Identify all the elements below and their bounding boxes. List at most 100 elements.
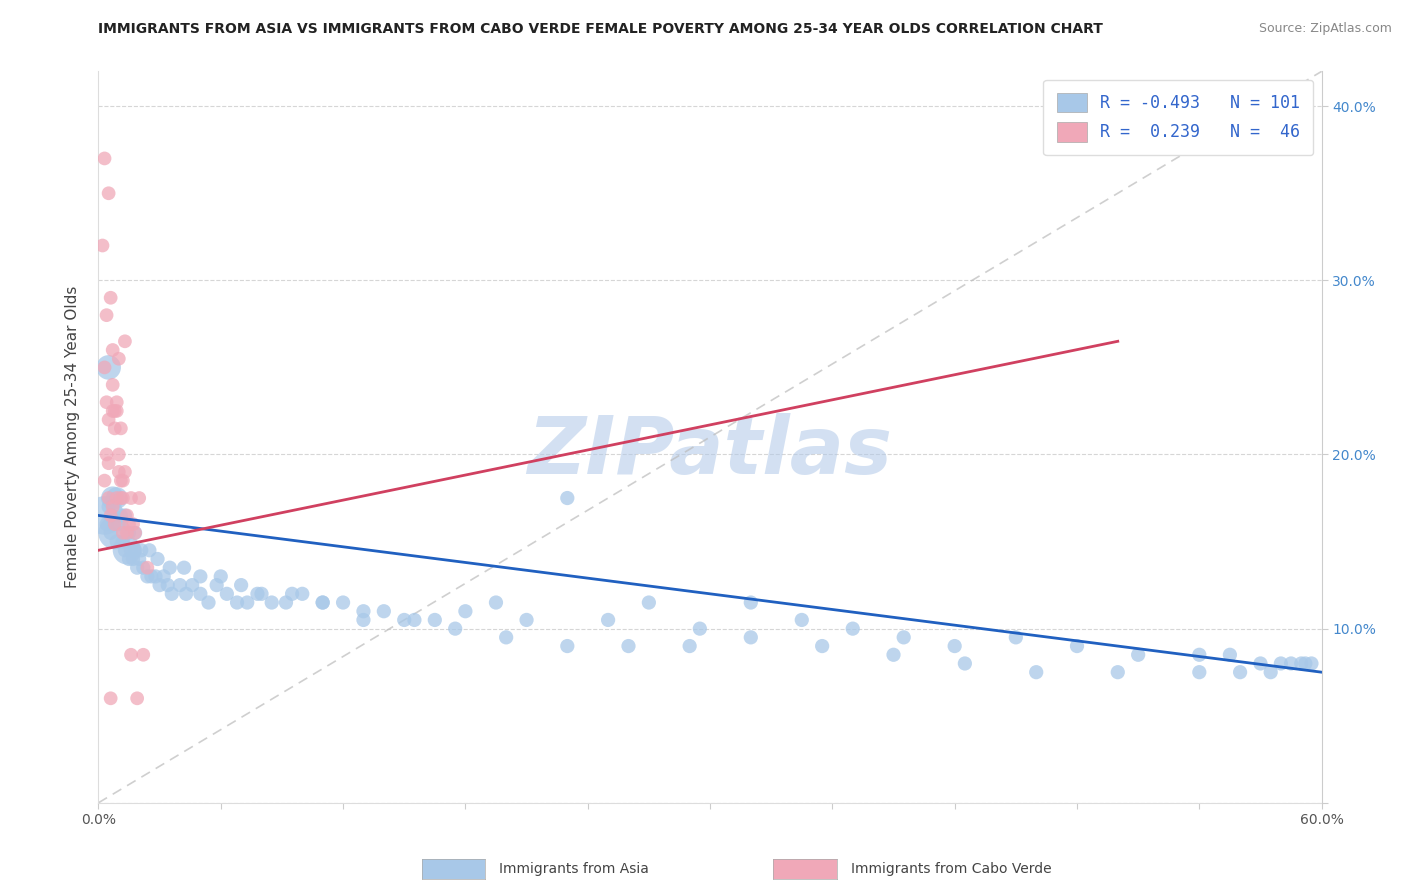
Point bbox=[169, 578, 191, 592]
Point bbox=[114, 334, 136, 349]
Point bbox=[246, 587, 269, 601]
Point bbox=[236, 595, 259, 609]
Point bbox=[1291, 657, 1313, 671]
Point bbox=[485, 595, 508, 609]
Point bbox=[128, 491, 150, 505]
Point bbox=[97, 500, 120, 514]
Point bbox=[404, 613, 426, 627]
Point bbox=[93, 474, 115, 488]
Point bbox=[127, 691, 149, 706]
Point bbox=[101, 508, 124, 523]
Point bbox=[1128, 648, 1150, 662]
Point bbox=[118, 525, 141, 540]
Text: Source: ZipAtlas.com: Source: ZipAtlas.com bbox=[1258, 22, 1392, 36]
Point bbox=[281, 587, 304, 601]
Point bbox=[111, 534, 134, 549]
Point bbox=[100, 508, 122, 523]
Point bbox=[557, 491, 579, 505]
Point bbox=[105, 395, 128, 409]
Point bbox=[97, 412, 120, 426]
Point bbox=[883, 648, 905, 662]
Point bbox=[943, 639, 966, 653]
Point bbox=[111, 474, 134, 488]
Point bbox=[173, 560, 195, 574]
Point bbox=[97, 186, 120, 201]
Point bbox=[841, 622, 863, 636]
Point bbox=[101, 377, 124, 392]
Point bbox=[598, 613, 620, 627]
Point bbox=[115, 525, 138, 540]
Y-axis label: Female Poverty Among 25-34 Year Olds: Female Poverty Among 25-34 Year Olds bbox=[65, 286, 80, 588]
Point bbox=[174, 587, 197, 601]
Point bbox=[160, 587, 183, 601]
Point bbox=[188, 569, 212, 583]
Point bbox=[120, 543, 142, 558]
Point bbox=[231, 578, 253, 592]
Point bbox=[1301, 657, 1323, 671]
Point bbox=[104, 517, 127, 532]
Point bbox=[114, 465, 136, 479]
Point bbox=[132, 560, 155, 574]
Text: Immigrants from Cabo Verde: Immigrants from Cabo Verde bbox=[851, 862, 1052, 876]
Point bbox=[96, 448, 118, 462]
Point bbox=[110, 474, 132, 488]
Point bbox=[1066, 639, 1088, 653]
Point bbox=[1229, 665, 1251, 680]
Point bbox=[953, 657, 976, 671]
Point bbox=[108, 517, 131, 532]
Point bbox=[93, 152, 115, 166]
Point bbox=[115, 543, 138, 558]
Point bbox=[617, 639, 640, 653]
Point bbox=[115, 508, 138, 523]
Point bbox=[105, 404, 128, 418]
Point bbox=[97, 456, 120, 470]
Point bbox=[811, 639, 834, 653]
Point bbox=[312, 595, 335, 609]
Point bbox=[1294, 657, 1316, 671]
Point bbox=[122, 552, 145, 566]
Point bbox=[392, 613, 416, 627]
Point bbox=[226, 595, 249, 609]
Point bbox=[638, 595, 661, 609]
Point bbox=[101, 491, 124, 505]
Point bbox=[120, 491, 142, 505]
Point bbox=[1260, 665, 1282, 680]
Point bbox=[111, 491, 134, 505]
Point bbox=[146, 552, 169, 566]
Point bbox=[679, 639, 702, 653]
Point bbox=[1188, 648, 1211, 662]
Point bbox=[93, 360, 115, 375]
Point bbox=[291, 587, 314, 601]
Point bbox=[454, 604, 477, 618]
Point bbox=[740, 631, 762, 645]
Point bbox=[152, 569, 174, 583]
Point bbox=[127, 560, 149, 574]
Point bbox=[124, 543, 146, 558]
Text: IMMIGRANTS FROM ASIA VS IMMIGRANTS FROM CABO VERDE FEMALE POVERTY AMONG 25-34 YE: IMMIGRANTS FROM ASIA VS IMMIGRANTS FROM … bbox=[98, 22, 1104, 37]
Point bbox=[114, 508, 136, 523]
Point bbox=[100, 525, 122, 540]
Point bbox=[197, 595, 219, 609]
Point bbox=[557, 639, 579, 653]
Point bbox=[120, 648, 142, 662]
Point bbox=[145, 569, 167, 583]
Point bbox=[141, 569, 163, 583]
Point bbox=[205, 578, 228, 592]
Point bbox=[209, 569, 232, 583]
Point bbox=[444, 622, 467, 636]
Point bbox=[1004, 631, 1026, 645]
Point bbox=[124, 525, 146, 540]
Point bbox=[124, 525, 146, 540]
Point bbox=[1219, 648, 1241, 662]
Point bbox=[101, 404, 124, 418]
Point bbox=[136, 569, 159, 583]
Point bbox=[118, 552, 141, 566]
Point bbox=[108, 351, 131, 366]
Point bbox=[111, 525, 134, 540]
Point bbox=[110, 508, 132, 523]
Point bbox=[96, 517, 118, 532]
Point bbox=[110, 491, 132, 505]
Point bbox=[128, 552, 150, 566]
Point bbox=[91, 238, 114, 252]
Point bbox=[97, 360, 120, 375]
